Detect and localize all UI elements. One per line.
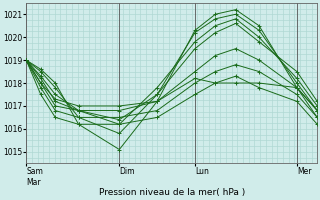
X-axis label: Pression niveau de la mer( hPa ): Pression niveau de la mer( hPa ) bbox=[99, 188, 245, 197]
